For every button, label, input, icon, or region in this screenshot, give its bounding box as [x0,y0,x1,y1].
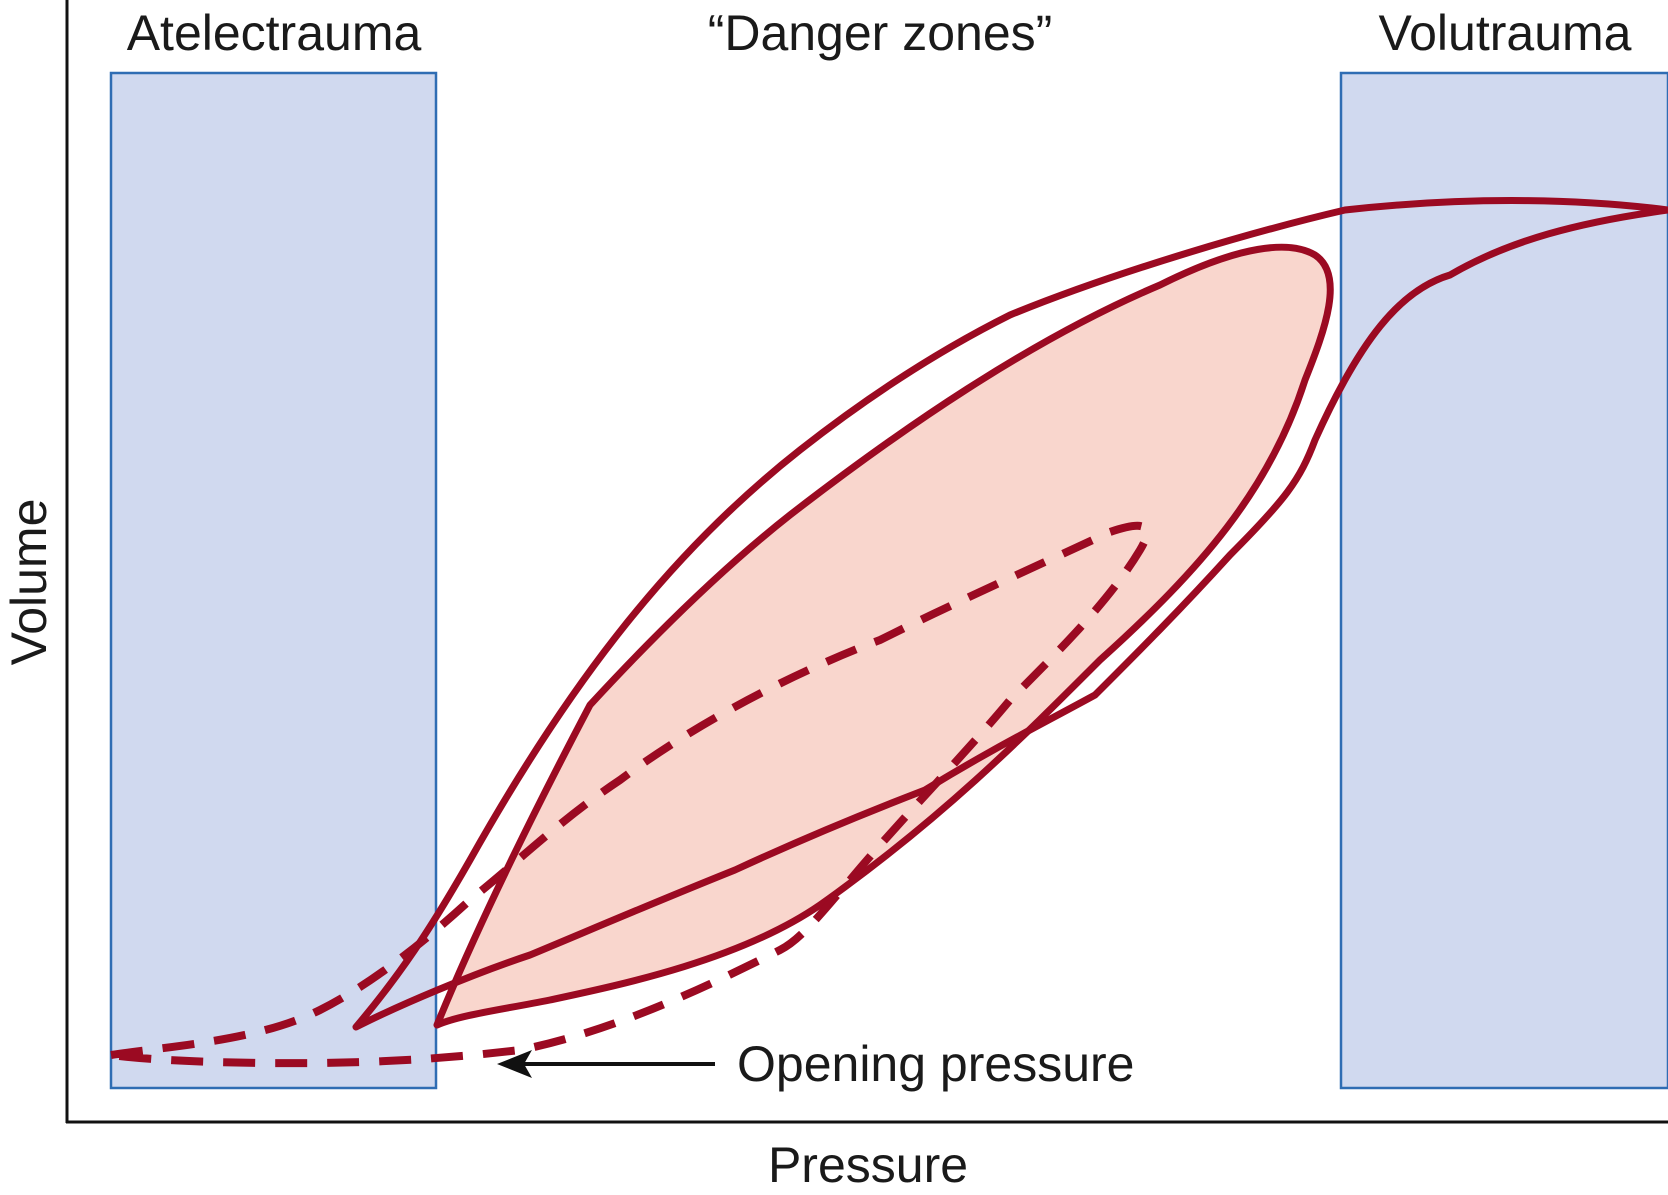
derecruitment-loop-curve [107,521,1151,1068]
atelectrauma-label: Atelectrauma [127,5,422,61]
opening-pressure-label: Opening pressure [737,1036,1134,1092]
volutrauma-label: Volutrauma [1379,5,1632,61]
danger-zones-label: “Danger zones” [708,5,1053,61]
overdistension-loop-curve [352,197,1668,1031]
opening-pressure-arrow-head [497,1050,532,1078]
atelectrauma-zone [109,71,438,1090]
x-axis-label: Pressure [768,1137,968,1193]
y-axis-label: Volume [1,499,57,666]
volutrauma-zone [1339,71,1668,1090]
